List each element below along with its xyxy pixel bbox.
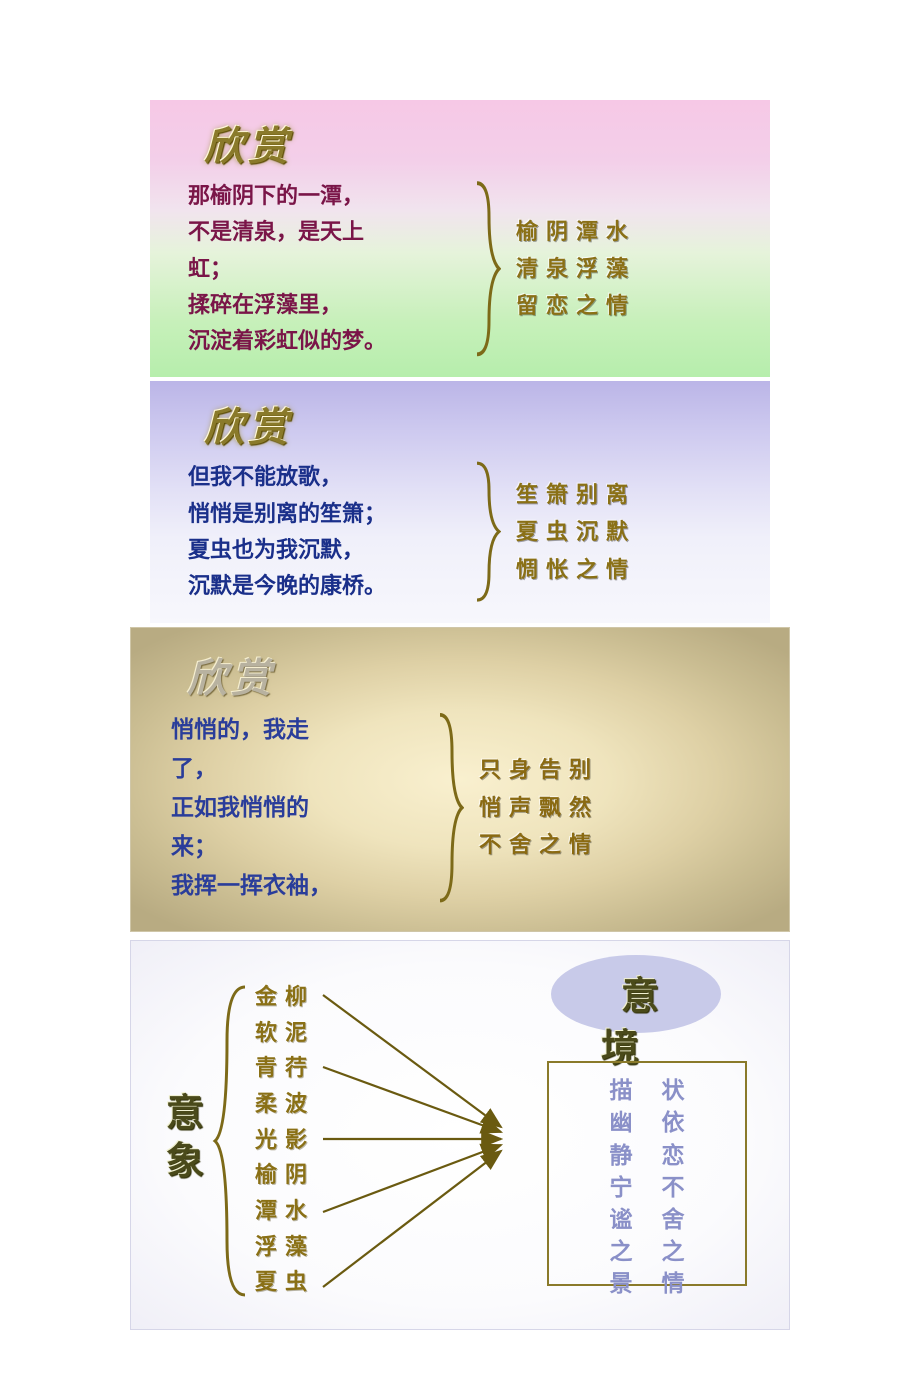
label-char: 象 — [166, 1141, 204, 1183]
poem-line: 了， — [171, 749, 431, 788]
panel-2-poem: 但我不能放歌， 悄悄是别离的笙箫； 夏虫也为我沉默， 沉默是今晚的康桥。 — [188, 459, 468, 604]
appreciation-panel-2: 欣赏 但我不能放歌， 悄悄是别离的笙箫； 夏虫也为我沉默， 沉默是今晚的康桥。 … — [150, 381, 770, 622]
summary-line: 榆阴潭水 — [516, 213, 636, 250]
box-char: 不 — [660, 1172, 686, 1204]
poem-line: 但我不能放歌， — [188, 459, 468, 495]
panel-1-poem: 那榆阴下的一潭， 不是清泉，是天上 虹； 揉碎在浮藻里， 沉淀着彩虹似的梦。 — [188, 178, 468, 359]
poem-line: 夏虫也为我沉默， — [188, 532, 468, 568]
poem-line: 虹； — [188, 251, 468, 287]
panel-1-summary: 榆阴潭水 清泉浮藻 留恋之情 — [504, 213, 636, 325]
poem-line: 正如我悄悄的 — [171, 788, 431, 827]
image-item: 光影 — [255, 1122, 315, 1158]
poem-line: 沉淀着彩虹似的梦。 — [188, 323, 468, 359]
panel-3-title: 欣赏 — [157, 646, 763, 704]
image-item: 软泥 — [255, 1015, 315, 1051]
panel-2-container: 欣赏 但我不能放歌， 悄悄是别离的笙箫； 夏虫也为我沉默， 沉默是今晚的康桥。 … — [150, 381, 770, 622]
box-char: 恋 — [660, 1140, 686, 1172]
poem-line: 来； — [171, 827, 431, 866]
box-char: 描 — [608, 1075, 634, 1107]
panel-1-body: 那榆阴下的一潭， 不是清泉，是天上 虹； 揉碎在浮藻里， 沉淀着彩虹似的梦。 榆… — [174, 178, 746, 359]
summary-line: 不舍之情 — [479, 826, 599, 863]
label-yixiang: 意 象 — [165, 1091, 205, 1186]
poem-line: 不是清泉，是天上 — [188, 214, 468, 250]
poem-line: 悄悄的，我走 — [171, 710, 431, 749]
image-item: 潭水 — [255, 1193, 315, 1229]
arrows-icon — [319, 977, 509, 1307]
image-item: 榆阴 — [255, 1157, 315, 1193]
box-char: 依 — [660, 1107, 686, 1139]
panel-2-summary: 笙箫别离 夏虫沉默 惆怅之情 — [504, 476, 636, 588]
poem-line: 那榆阴下的一潭， — [188, 178, 468, 214]
poem-line: 悄悄是别离的笙箫； — [188, 496, 468, 532]
box-char: 之 — [660, 1236, 686, 1268]
image-item: 金柳 — [255, 979, 315, 1015]
poem-line: 沉默是今晚的康桥。 — [188, 568, 468, 604]
box-char: 宁 — [608, 1172, 634, 1204]
summary-line: 惆怅之情 — [516, 551, 636, 588]
panel-3-poem: 悄悄的，我走 了， 正如我悄悄的 来； 我挥一挥衣袖， — [171, 710, 431, 905]
image-list: 金柳 软泥 青荇 柔波 光影 榆阴 潭水 浮藻 夏虫 — [255, 979, 315, 1300]
panel-3-body: 悄悄的，我走 了， 正如我悄悄的 来； 我挥一挥衣袖， 只身告别 悄声飘然 不舍… — [157, 710, 763, 905]
poem-line: 揉碎在浮藻里， — [188, 287, 468, 323]
panel-1-title: 欣赏 — [174, 114, 746, 172]
right-brace-icon — [468, 178, 504, 359]
box-char: 状 — [660, 1075, 686, 1107]
box-char: 情 — [660, 1268, 686, 1300]
right-brace-icon — [431, 710, 467, 905]
appreciation-panel-1: 欣赏 那榆阴下的一潭， 不是清泉，是天上 虹； 揉碎在浮藻里， 沉淀着彩虹似的梦… — [150, 100, 770, 377]
summary-line: 留恋之情 — [516, 287, 636, 324]
summary-line: 只身告别 — [479, 751, 599, 788]
left-brace-icon — [211, 981, 251, 1301]
appreciation-panel-3: 欣赏 悄悄的，我走 了， 正如我悄悄的 来； 我挥一挥衣袖， 只身告别 悄声飘然… — [130, 627, 790, 932]
image-item: 浮藻 — [255, 1229, 315, 1265]
summary-line: 悄声飘然 — [479, 789, 599, 826]
summary-line: 清泉浮藻 — [516, 250, 636, 287]
summary-line: 夏虫沉默 — [516, 513, 636, 550]
summary-line: 笙箫别离 — [516, 476, 636, 513]
panel-3-container: 欣赏 悄悄的，我走 了， 正如我悄悄的 来； 我挥一挥衣袖， 只身告别 悄声飘然… — [130, 627, 790, 932]
box-column-2: 状 依 恋 不 舍 之 情 — [660, 1075, 686, 1272]
box-char: 静 — [608, 1140, 634, 1172]
box-char: 之 — [608, 1236, 634, 1268]
image-item: 青荇 — [255, 1050, 315, 1086]
image-item: 柔波 — [255, 1086, 315, 1122]
box-char: 景 — [608, 1268, 634, 1300]
box-char: 幽 — [608, 1107, 634, 1139]
diagram-container: 意 象 金柳 软泥 青荇 柔波 光影 榆阴 潭水 浮藻 夏虫 — [130, 940, 790, 1330]
description-box: 描 幽 静 宁 谧 之 景 状 依 恋 不 舍 之 情 — [547, 1061, 747, 1286]
panel-2-title: 欣赏 — [174, 395, 746, 453]
poem-line: 我挥一挥衣袖， — [171, 866, 431, 905]
image-item: 夏虫 — [255, 1264, 315, 1300]
label-char: 意 — [166, 1093, 204, 1135]
panel-1-container: 欣赏 那榆阴下的一潭， 不是清泉，是天上 虹； 揉碎在浮藻里， 沉淀着彩虹似的梦… — [150, 100, 770, 377]
box-char: 谧 — [608, 1204, 634, 1236]
panel-2-body: 但我不能放歌， 悄悄是别离的笙箫； 夏虫也为我沉默， 沉默是今晚的康桥。 笙箫别… — [174, 459, 746, 604]
right-brace-icon — [468, 459, 504, 604]
label-yijing-char1: 意 — [621, 965, 659, 1020]
panel-3-summary: 只身告别 悄声飘然 不舍之情 — [467, 751, 599, 863]
box-char: 舍 — [660, 1204, 686, 1236]
imagery-diagram: 意 象 金柳 软泥 青荇 柔波 光影 榆阴 潭水 浮藻 夏虫 — [130, 940, 790, 1330]
box-column-1: 描 幽 静 宁 谧 之 景 — [608, 1075, 634, 1272]
